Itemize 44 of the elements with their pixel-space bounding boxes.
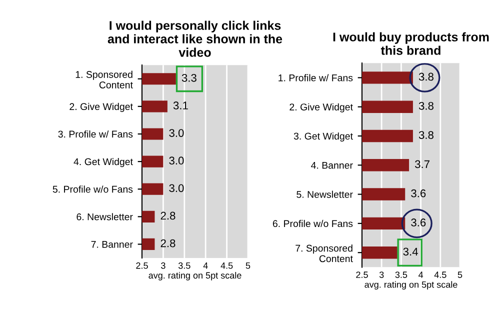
data-label: 3.0: [169, 129, 184, 137]
x-tick-label: 5: [458, 272, 462, 278]
y-tick-label: 7. Banner: [91, 241, 133, 248]
x-tick-label: 3: [161, 262, 166, 269]
x-tick-label: 5: [246, 262, 250, 269]
x-tick-label: 4: [203, 262, 208, 269]
x-tick-label: 4.5: [434, 272, 446, 278]
data-label: 2.8: [160, 239, 176, 248]
y-tick-label: 3. Profile w/ Fans: [58, 130, 133, 138]
x-tick-label: 4: [418, 272, 424, 278]
y-tick-label: 2. Give Widget: [290, 103, 353, 112]
y-tick-label: 4. Get Widget: [74, 158, 133, 168]
y-tick-label: 5. Profile w/o Fans: [52, 186, 133, 193]
x-tick-label: 4.5: [220, 262, 233, 269]
data-label: 3.7: [415, 160, 430, 168]
x-tick-label: 3.5: [178, 262, 190, 269]
x-axis-title: avg. rating on 5pt scale: [148, 272, 242, 280]
data-label: 3.8: [418, 102, 434, 110]
data-label: 3.3: [182, 74, 196, 82]
data-label: 3.6: [411, 218, 426, 226]
x-tick-label: 3: [379, 272, 384, 278]
y-tick-label: 7. Sponsored Content: [296, 244, 353, 262]
chart-title: I would buy products from this brand: [333, 32, 489, 55]
data-label: 3.4: [403, 248, 418, 256]
data-label: 3.6: [411, 189, 426, 198]
y-tick-label: 1. Sponsored Content: [76, 70, 133, 88]
data-label: 2.8: [160, 212, 176, 220]
chart-title: I would personally click links and interact like shown in the video: [108, 20, 282, 57]
data-label: 3.8: [418, 72, 434, 81]
x-tick-label: 2.5: [356, 272, 368, 278]
y-tick-label: 1. Profile w/ Fans: [278, 74, 353, 82]
y-tick-label: 4. Banner: [311, 162, 353, 169]
y-tick-label: 3. Get Widget: [294, 132, 353, 142]
x-tick-label: 2.5: [136, 262, 148, 269]
x-tick-label: 3.5: [395, 272, 408, 278]
y-tick-label: 2. Give Widget: [70, 102, 133, 112]
x-axis-title: avg. rating on 5pt scale: [364, 281, 458, 290]
y-tick-label: 5. Newsletter: [296, 190, 353, 198]
y-tick-label: 6. Profile w/o Fans: [272, 220, 353, 228]
data-label: 3.8: [418, 131, 434, 139]
data-label: 3.0: [169, 156, 184, 165]
data-label: 3.0: [169, 184, 184, 192]
data-label: 3.1: [173, 102, 188, 110]
y-tick-label: 6. Newsletter: [76, 213, 133, 220]
